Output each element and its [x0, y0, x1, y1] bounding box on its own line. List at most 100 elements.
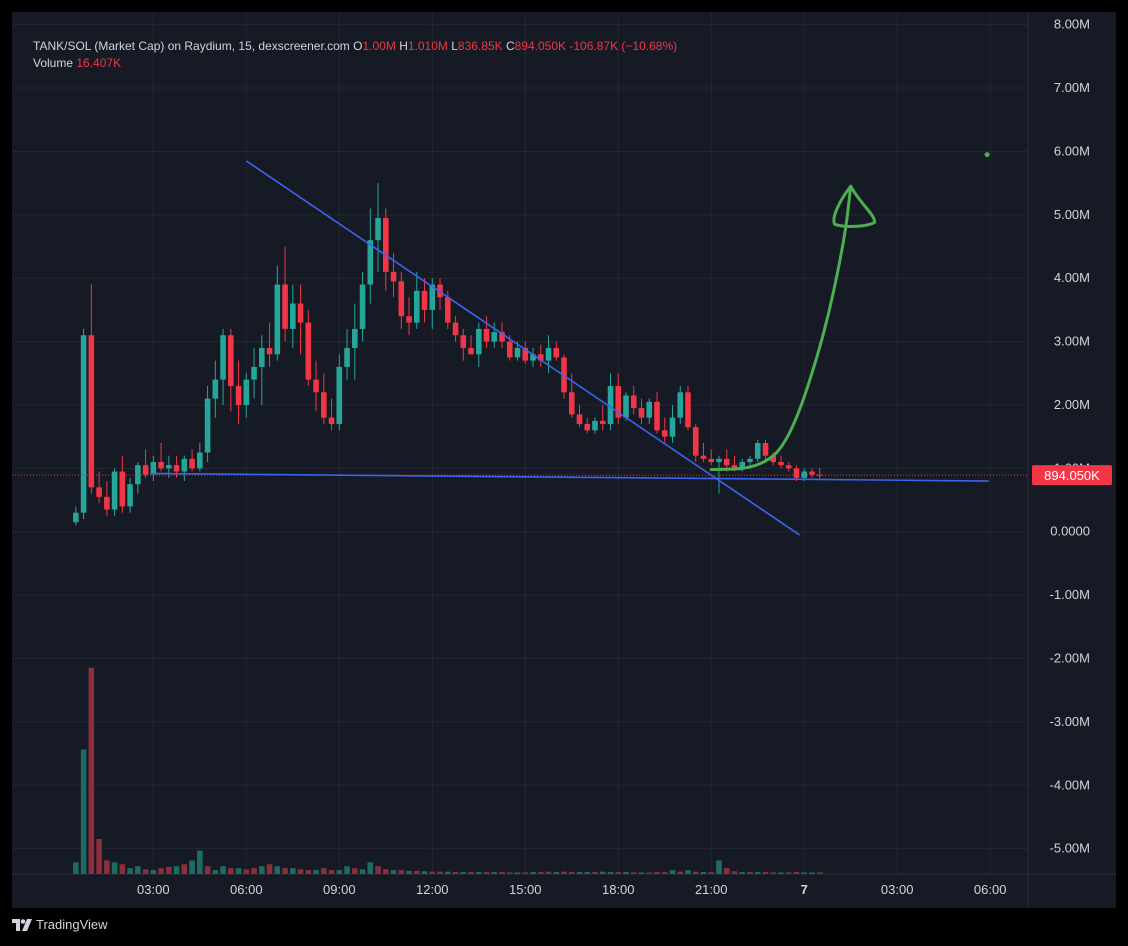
volume-bar	[607, 872, 614, 874]
y-tick-label: 6.00M	[1054, 143, 1090, 158]
volume-bar	[352, 868, 358, 874]
green-arrow-stroke	[709, 184, 853, 472]
candle-body	[406, 316, 412, 323]
candle-body	[266, 347, 273, 355]
volume-bar	[398, 870, 405, 874]
candle-body	[793, 468, 800, 478]
close-key: C	[505, 39, 515, 53]
volume-bar	[499, 872, 505, 874]
candle-body	[328, 417, 335, 424]
x-tick-label: 15:00	[509, 882, 542, 897]
volume-bar	[754, 872, 761, 874]
volume-bar	[623, 872, 629, 874]
candle-body	[282, 284, 288, 329]
candle-body	[197, 452, 203, 469]
volume-bar	[677, 871, 684, 874]
volume-bar	[406, 870, 412, 874]
change-value: -106.87K (−10.68%)	[569, 39, 678, 53]
tradingview-logo-icon	[12, 918, 32, 931]
candle-body	[166, 465, 172, 469]
y-tick-label: 2.00M	[1054, 397, 1090, 412]
volume-bar	[460, 872, 467, 874]
x-tick-label: 18:00	[602, 882, 635, 897]
candle-body	[352, 328, 358, 348]
candle-body	[220, 335, 226, 380]
volume-bar	[328, 870, 335, 874]
volume-bar	[568, 872, 575, 874]
candle-body	[390, 271, 397, 282]
volume-bar	[739, 872, 746, 874]
chart-panel[interactable]: 8.00M 7.00M 6.00M 5.00M 4.00M 3.00M 2.00M 1.00M…	[12, 12, 1116, 908]
tradingview-branding[interactable]: TradingView	[12, 917, 108, 932]
volume-bar	[615, 872, 622, 874]
descending-resistance-line	[245, 160, 801, 536]
candle-body	[119, 471, 126, 507]
volume-bar	[452, 872, 459, 874]
candle-body	[383, 217, 389, 272]
volume-bar	[770, 872, 777, 874]
volume-bar	[204, 866, 211, 874]
candle-body	[243, 379, 250, 405]
volume-bar	[708, 872, 715, 874]
volume-bar	[313, 870, 319, 874]
candle-body	[685, 392, 691, 428]
x-tick-label: 21:00	[695, 882, 728, 897]
candle-body	[530, 354, 536, 361]
volume-bar	[778, 872, 784, 874]
candle-body	[96, 487, 102, 497]
volume-bar	[599, 871, 606, 874]
candle-body	[305, 322, 312, 380]
candle-body	[367, 240, 374, 285]
candle-body	[747, 458, 753, 463]
volume-bar	[80, 749, 87, 874]
volume-bar	[259, 866, 265, 874]
candle-body	[111, 471, 118, 510]
volume-bar	[514, 872, 521, 874]
candle-body	[762, 443, 769, 456]
candle-body	[142, 465, 149, 475]
candle-body	[468, 347, 474, 355]
volume-bar	[158, 868, 164, 874]
candle-body	[259, 347, 265, 367]
volume-bar	[506, 872, 513, 874]
volume-bar	[731, 871, 738, 874]
candle-body	[204, 398, 211, 453]
candle-body	[189, 458, 195, 469]
volume-bar	[266, 864, 273, 874]
volume-bar	[468, 872, 474, 874]
volume-bar	[321, 868, 327, 874]
candle-body	[235, 385, 242, 405]
volume-bar	[297, 869, 304, 874]
volume-bar	[638, 872, 645, 874]
candle-body	[731, 465, 738, 469]
volume-bar	[88, 667, 95, 874]
high-value: 1.010M	[407, 39, 448, 53]
volume-bar	[359, 869, 366, 874]
candle-body	[785, 465, 792, 469]
candle-body	[181, 458, 188, 472]
candle-body	[630, 395, 637, 409]
volume-bar	[383, 869, 389, 874]
volume-bar	[747, 872, 753, 874]
candle-body	[499, 332, 505, 342]
candle-body	[491, 332, 498, 342]
low-key: L	[451, 39, 458, 53]
green-dot	[984, 152, 990, 158]
tradingview-label: TradingView	[36, 917, 108, 932]
volume-bar	[390, 870, 397, 874]
x-tick-label: 06:00	[230, 882, 263, 897]
green-arrow-head	[832, 184, 877, 228]
x-tick-label: 03:00	[137, 882, 170, 897]
symbol-legend: TANK/SOL (Market Cap) on Raydium, 15, de…	[33, 39, 677, 53]
candle-body	[251, 366, 257, 380]
volume-bar	[816, 872, 823, 874]
candle-body	[514, 347, 521, 358]
x-tick-label: 03:00	[881, 882, 914, 897]
candlestick-chart[interactable]: 8.00M 7.00M 6.00M 5.00M 4.00M 3.00M 2.00M 1.00M…	[12, 12, 1116, 908]
candle-body	[398, 281, 405, 317]
volume-bar	[522, 872, 529, 874]
volume-bar	[545, 871, 552, 874]
volume-bar	[104, 860, 110, 874]
volume-bar	[235, 868, 242, 874]
volume-bar	[530, 872, 536, 874]
